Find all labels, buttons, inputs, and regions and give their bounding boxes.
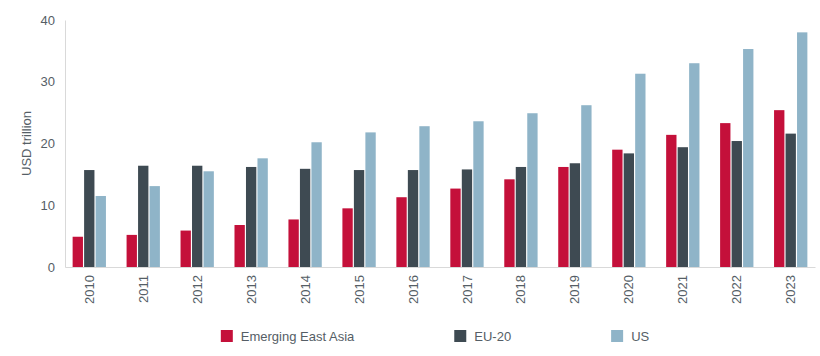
bar [138,166,148,267]
bar [408,170,418,267]
legend: Emerging East Asia EU-20 US [221,329,650,344]
bar [234,225,244,267]
x-tick: 2021 [675,267,690,304]
bar [504,179,514,267]
y-tick: 20 [41,136,65,151]
y-tick: 10 [41,198,65,213]
bar [311,142,321,267]
y-axis: 0 10 20 30 40 [41,13,66,275]
bar [624,153,634,267]
bar [288,219,298,267]
bar [581,105,591,267]
bar [204,171,214,267]
bars [73,32,808,267]
bar [558,167,568,267]
bar [689,63,699,267]
x-tick: 2011 [136,267,151,303]
bar [612,150,622,267]
y-axis-title: USD trillion [19,111,34,176]
legend-label: US [631,329,649,344]
x-tick-label: 2018 [513,275,528,304]
bar [797,32,807,267]
y-tick: 40 [41,13,65,28]
y-tick-label: 0 [48,260,55,275]
bar [570,163,580,267]
x-tick-label: 2023 [783,275,798,304]
bar [246,167,256,267]
y-axis-line [65,21,66,268]
bar [419,126,429,267]
x-tick-label: 2011 [136,275,151,303]
y-tick-label: 20 [41,136,55,151]
bar [342,208,352,267]
x-tick-label: 2020 [621,275,636,304]
bar [257,158,267,267]
x-tick: 2016 [406,267,421,304]
bar [462,169,472,267]
bar [192,166,202,267]
x-tick-label: 2022 [729,275,744,304]
x-tick-label: 2019 [567,275,582,304]
legend-item: US [611,329,649,344]
bar [666,135,676,267]
x-tick: 2018 [513,267,528,304]
plot: 0102030402010201120122013201420152016201… [41,13,816,304]
bar [473,121,483,267]
x-tick-label: 2012 [190,275,205,304]
y-tick: 0 [48,260,65,275]
bar [84,170,94,267]
x-tick-label: 2017 [460,275,475,304]
legend-swatch [611,330,623,342]
legend-swatch [454,330,466,342]
x-axis-line [66,267,816,268]
bar [354,170,364,267]
bar [150,186,160,267]
x-axis: 2010 2011 2012 2013 2014 2015 2016 2017 2018 2019… [66,267,816,304]
bar [516,167,526,267]
y-tick-label: 10 [41,198,55,213]
bar [635,74,645,267]
x-tick: 2023 [783,267,798,304]
bar [678,147,688,267]
x-tick: 2022 [729,267,744,304]
x-tick: 2017 [460,267,475,304]
x-tick-label: 2016 [406,275,421,304]
x-tick-label: 2010 [82,275,97,304]
y-tick: 30 [41,74,65,89]
x-tick-label: 2015 [352,275,367,304]
x-tick-label: 2021 [675,275,690,304]
y-tick-label: 40 [41,13,55,28]
bar [786,134,796,267]
legend-item: Emerging East Asia [221,329,355,344]
bar [127,235,137,267]
bar [181,231,191,267]
legend-swatch [221,330,233,342]
x-tick: 2012 [190,267,205,304]
chart: 0102030402010201120122013201420152016201… [0,0,820,356]
x-tick: 2014 [298,267,313,304]
bar [365,132,375,267]
bar [743,49,753,267]
bar [300,169,310,267]
bar [732,141,742,267]
x-tick: 2013 [244,267,259,304]
x-tick-label: 2014 [298,275,313,304]
x-tick: 2015 [352,267,367,304]
bar [774,110,784,267]
bar [527,113,537,267]
bar [450,189,460,267]
x-tick: 2020 [621,267,636,304]
bar [73,237,83,267]
bar [720,123,730,267]
legend-label: Emerging East Asia [241,329,355,344]
bar [396,197,406,267]
y-tick-label: 30 [41,74,55,89]
legend-label: EU-20 [474,329,511,344]
x-tick: 2019 [567,267,582,304]
legend-item: EU-20 [454,329,511,344]
x-tick-label: 2013 [244,275,259,304]
bar [96,196,106,267]
x-tick: 2010 [82,267,97,304]
